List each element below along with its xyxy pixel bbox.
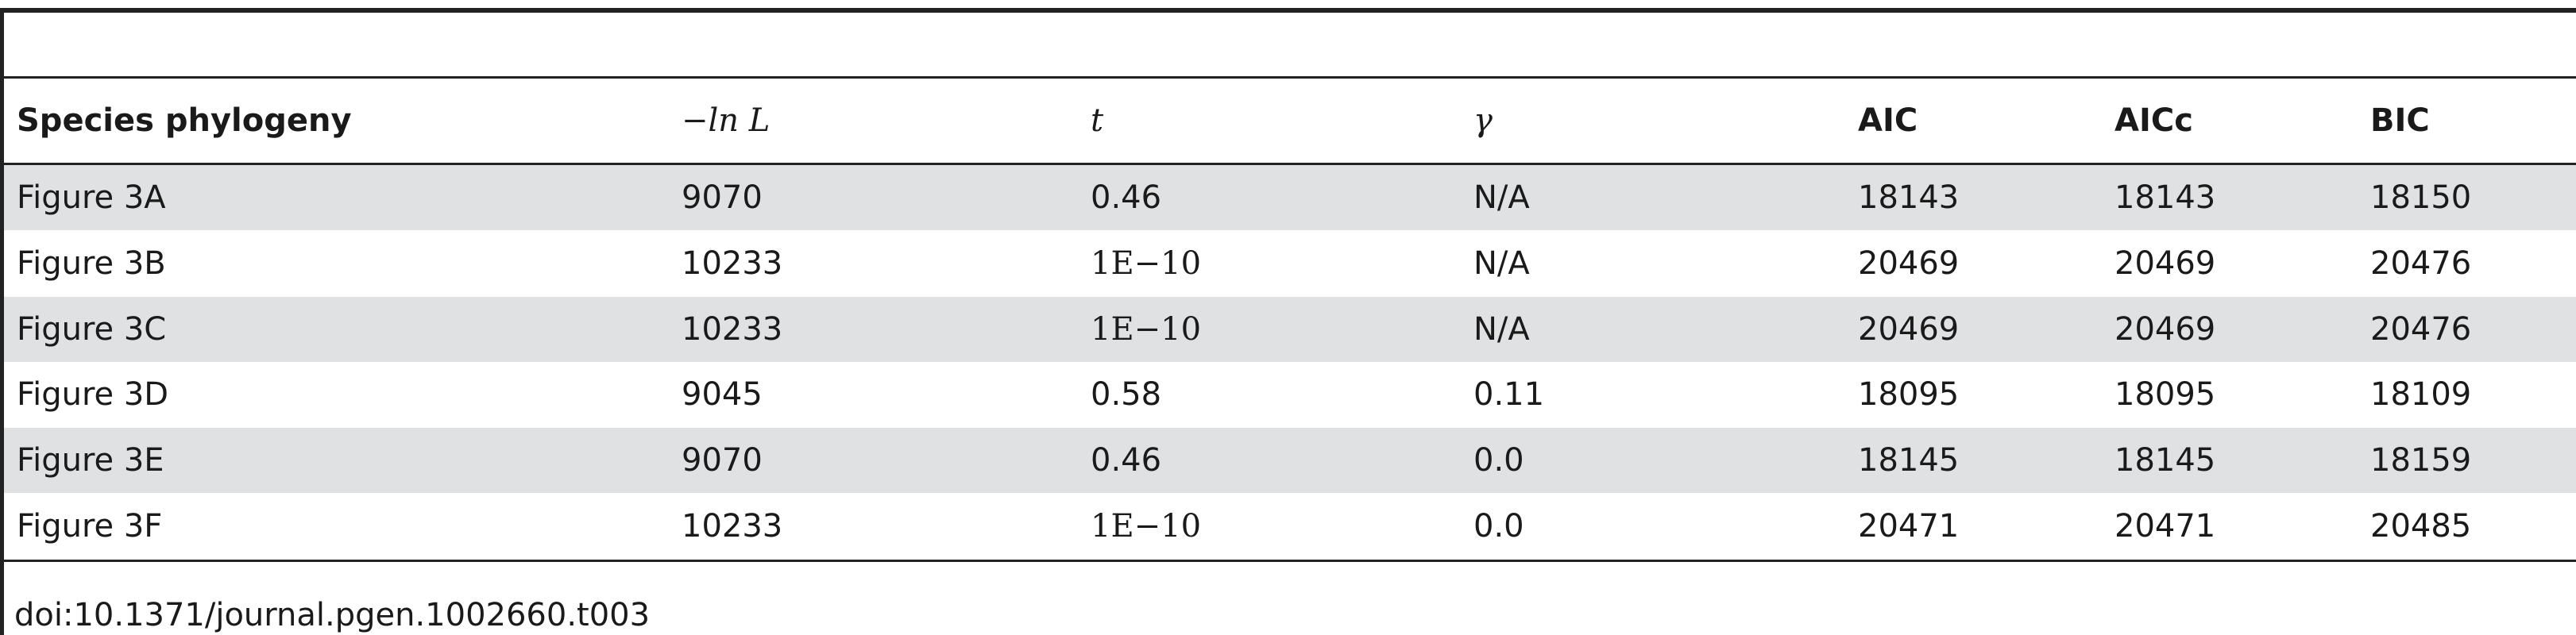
table-cell: 18095 — [2114, 376, 2216, 414]
table-cell: 20469 — [1858, 244, 1960, 282]
bottom-rule — [0, 560, 2576, 562]
table-cell: 0.0 — [1473, 508, 1524, 545]
column-header: Species phylogeny — [17, 102, 352, 139]
column-header: AIC — [1858, 102, 1918, 139]
table-cell: 18095 — [1858, 376, 1960, 414]
top-rule — [0, 8, 2576, 13]
table-cell: 20485 — [2370, 508, 2472, 545]
table-cell: 9045 — [682, 376, 763, 414]
table-cell: 18145 — [2114, 442, 2216, 479]
table-cell: 20469 — [1858, 310, 1960, 348]
head-rule — [0, 76, 2576, 79]
table-cell: Figure 3F — [17, 508, 163, 545]
table-cell: 10233 — [682, 508, 783, 545]
table-cell: 1E−10 — [1091, 508, 1202, 545]
table-cell: 20469 — [2114, 310, 2216, 348]
table-cell: 20469 — [2114, 244, 2216, 282]
column-header: γ — [1473, 102, 1493, 139]
table-cell: 9070 — [682, 442, 763, 479]
table-cell: 18145 — [1858, 442, 1960, 479]
table-cell: 18159 — [2370, 442, 2472, 479]
table-cell: Figure 3A — [17, 179, 166, 216]
table-cell: 1E−10 — [1091, 310, 1202, 348]
table-cell: 0.11 — [1473, 376, 1545, 414]
column-header: −ln L — [682, 102, 770, 139]
row-shade — [4, 428, 2576, 494]
column-header: t — [1091, 102, 1104, 139]
table-cell: 18109 — [2370, 376, 2472, 414]
left-border — [0, 8, 4, 635]
table-cell: 0.0 — [1473, 442, 1524, 479]
table-cell: Figure 3B — [17, 244, 166, 282]
table-cell: N/A — [1473, 179, 1530, 216]
table-cell: 18150 — [2370, 179, 2472, 216]
column-header: AICc — [2114, 102, 2193, 139]
table-cell: 18143 — [2114, 179, 2216, 216]
table-cell: 0.46 — [1091, 179, 1162, 216]
table-cell: 20471 — [2114, 508, 2216, 545]
row-shade — [4, 296, 2576, 362]
table-cell: N/A — [1473, 310, 1530, 348]
table-cell: 9070 — [682, 179, 763, 216]
table-cell: 18143 — [1858, 179, 1960, 216]
table-cell: 10233 — [682, 244, 783, 282]
table-cell: Figure 3D — [17, 376, 169, 414]
table-cell: 20476 — [2370, 310, 2472, 348]
column-header: BIC — [2370, 102, 2430, 139]
table-cell: Figure 3C — [17, 310, 167, 348]
table-cell: Figure 3E — [17, 442, 164, 479]
table-cell: 10233 — [682, 310, 783, 348]
table-cell: 1E−10 — [1091, 244, 1202, 282]
table-cell: 20476 — [2370, 244, 2472, 282]
doi: doi:10.1371/journal.pgen.1002660.t003 — [14, 597, 651, 633]
head-bottom-rule — [0, 163, 2576, 165]
table-cell: N/A — [1473, 244, 1530, 282]
table-cell: 20471 — [1858, 508, 1960, 545]
table-cell: 0.46 — [1091, 442, 1162, 479]
row-shade — [4, 165, 2576, 230]
table-cell: 0.58 — [1091, 376, 1162, 414]
